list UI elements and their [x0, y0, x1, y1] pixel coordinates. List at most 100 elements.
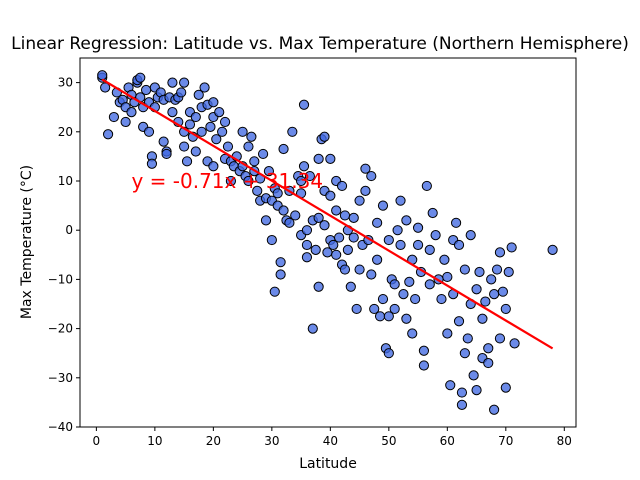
- data-point: [217, 126, 228, 137]
- data-point: [269, 286, 280, 297]
- data-point: [345, 281, 356, 292]
- data-point: [161, 148, 172, 160]
- data-point: [453, 316, 465, 327]
- data-point: [257, 148, 269, 160]
- data-point: [494, 247, 506, 258]
- data-point: [211, 134, 222, 145]
- y-tick-label: −20: [48, 322, 73, 336]
- data-point: [369, 303, 380, 315]
- data-point: [301, 252, 313, 263]
- data-point: [395, 239, 406, 251]
- data-point: [342, 244, 353, 255]
- data-point: [348, 232, 359, 243]
- data-point: [313, 153, 324, 164]
- data-point: [108, 111, 120, 123]
- data-point: [489, 404, 500, 415]
- data-point: [120, 116, 131, 128]
- regression-line: [101, 78, 554, 350]
- data-point: [190, 146, 201, 157]
- data-point: [225, 175, 237, 187]
- data-point: [360, 163, 371, 174]
- data-point: [278, 205, 289, 216]
- data-point: [313, 281, 324, 292]
- regression-equation: y = -0.71x + 31.34: [131, 169, 323, 193]
- data-point: [319, 131, 330, 142]
- x-tick-label: 60: [440, 434, 455, 448]
- x-tick-label: 20: [206, 434, 221, 448]
- data-point: [547, 244, 558, 255]
- data-point: [208, 161, 219, 172]
- data-point: [146, 158, 158, 169]
- x-tick-label: 10: [147, 434, 162, 448]
- data-point: [167, 77, 178, 88]
- y-tick-label: −40: [48, 420, 73, 434]
- data-point: [372, 254, 383, 265]
- data-point: [307, 323, 318, 334]
- data-point: [445, 380, 456, 391]
- data-point: [325, 153, 336, 164]
- data-point: [372, 217, 383, 228]
- y-tick-label: 20: [58, 125, 73, 139]
- x-tick-label: 40: [323, 434, 338, 448]
- data-point: [366, 269, 377, 280]
- data-point: [167, 107, 178, 118]
- data-point: [395, 195, 406, 206]
- data-point: [295, 175, 307, 187]
- data-point: [100, 82, 111, 93]
- data-point: [252, 185, 263, 196]
- data-point: [266, 234, 277, 246]
- data-point: [272, 188, 283, 199]
- data-point: [497, 286, 508, 297]
- data-point: [208, 97, 219, 108]
- data-point: [412, 222, 424, 233]
- data-point: [459, 264, 470, 275]
- data-point: [383, 311, 394, 322]
- data-point: [176, 87, 187, 98]
- data-point: [401, 215, 412, 226]
- data-point: [392, 225, 403, 236]
- data-point: [389, 303, 400, 315]
- data-point: [336, 180, 348, 192]
- data-point: [442, 328, 453, 339]
- data-point: [339, 264, 351, 275]
- data-point: [404, 276, 415, 287]
- data-point: [377, 200, 389, 211]
- data-point: [158, 136, 169, 147]
- data-point: [243, 175, 254, 187]
- plot-area: y = -0.71x + 31.34 0 10 20 30 40 50 60 70 80 −40 −3…: [48, 57, 577, 448]
- data-point: [354, 195, 365, 206]
- data-point: [102, 129, 114, 140]
- data-point: [418, 345, 430, 356]
- data-point: [494, 333, 506, 344]
- data-point: [439, 254, 450, 265]
- data-point: [421, 180, 432, 192]
- data-point: [190, 111, 201, 123]
- data-point: [184, 119, 196, 130]
- data-point: [418, 360, 430, 371]
- data-point: [249, 156, 260, 167]
- data-point: [328, 239, 339, 251]
- data-point: [196, 126, 207, 137]
- data-point: [427, 207, 438, 219]
- data-point: [360, 185, 371, 196]
- data-point: [348, 212, 359, 223]
- data-point: [407, 328, 418, 339]
- data-point: [459, 348, 470, 359]
- data-point: [456, 387, 468, 398]
- data-point: [412, 239, 424, 251]
- data-point: [179, 77, 190, 88]
- data-point: [263, 166, 275, 177]
- data-point: [219, 116, 231, 128]
- x-tick-label: 80: [557, 434, 572, 448]
- data-point: [287, 126, 298, 137]
- data-point: [462, 333, 473, 344]
- data-point: [503, 266, 514, 278]
- data-point: [243, 141, 254, 152]
- chart-title: Linear Regression: Latitude vs. Max Temp…: [11, 34, 629, 54]
- data-point: [377, 293, 389, 305]
- data-point: [500, 303, 511, 315]
- data-point: [260, 215, 272, 226]
- data-point: [401, 313, 412, 324]
- data-point: [126, 107, 137, 118]
